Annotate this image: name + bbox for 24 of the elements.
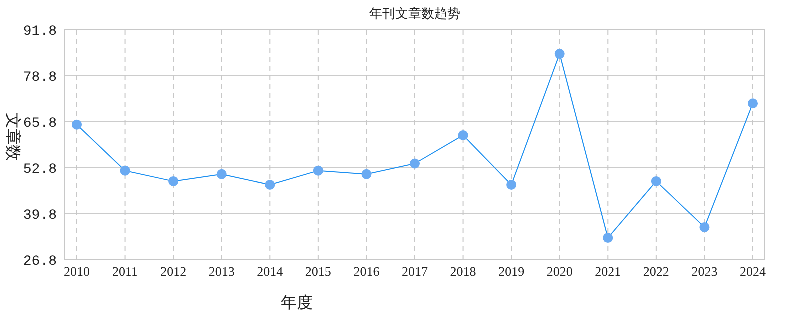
- x-axis-title: 年度: [281, 294, 313, 312]
- x-tick-label: 2019: [498, 264, 525, 279]
- x-tick-label: 2015: [305, 264, 332, 279]
- x-tick-label: 2021: [595, 264, 622, 279]
- x-tick-label: 2016: [354, 264, 380, 279]
- chart-title: 年刊文章数趋势: [370, 6, 460, 21]
- x-tick-label: 2020: [546, 264, 573, 279]
- y-tick-label: 91.8: [23, 24, 57, 40]
- y-tick-label: 78.8: [23, 70, 57, 86]
- x-tick-label: 2018: [450, 264, 476, 279]
- x-tick-label: 2011: [112, 264, 138, 279]
- x-tick-label: 2013: [208, 264, 235, 279]
- y-tick-label: 52.8: [23, 162, 57, 178]
- y-tick-label: 39.8: [23, 208, 57, 224]
- x-tick-label: 2023: [692, 264, 718, 279]
- y-tick-label: 26.8: [23, 254, 57, 270]
- x-tick-label: 2010: [64, 264, 90, 279]
- x-tick-label: 2012: [160, 264, 187, 279]
- y-tick-label: 65.8: [23, 116, 57, 132]
- x-tick-label: 2017: [402, 264, 428, 279]
- x-tick-label: 2022: [643, 264, 670, 279]
- x-tick-label: 2024: [740, 264, 766, 279]
- x-tick-label: 2014: [257, 264, 284, 279]
- y-axis-title: 文章数: [4, 113, 22, 161]
